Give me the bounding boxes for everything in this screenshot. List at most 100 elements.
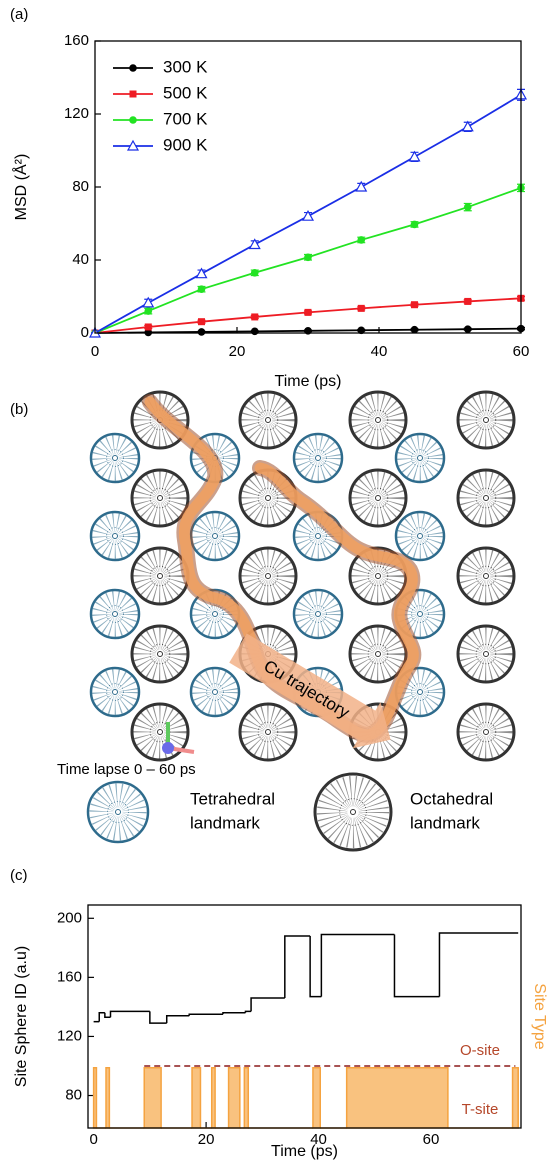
landmark-ring — [411, 683, 429, 701]
landmark-core — [112, 533, 118, 539]
x-axis-label: Time (ps) — [275, 373, 342, 390]
marker — [198, 318, 205, 326]
marker — [304, 308, 312, 316]
marker — [142, 296, 155, 308]
landmark-outline — [456, 624, 516, 684]
landmark-core — [417, 455, 423, 461]
landmark-rays — [295, 591, 341, 637]
landmark-core — [375, 651, 381, 657]
landmark-ring — [257, 409, 279, 431]
landmark-rays — [92, 669, 138, 715]
x-tick-label: 0 — [89, 1131, 97, 1148]
landmark-ring — [309, 605, 327, 623]
landmark-core — [375, 573, 381, 579]
site-type-step — [511, 1066, 519, 1129]
landmark-ring — [475, 487, 497, 509]
landmark-ring — [367, 487, 389, 509]
legend-label: 500 K — [163, 83, 208, 102]
site-type-step — [210, 1066, 216, 1129]
axis-origin — [162, 742, 174, 754]
landmark-outline — [313, 772, 393, 852]
marker — [195, 267, 208, 279]
landmark-ring — [411, 449, 429, 467]
landmark-core — [375, 417, 381, 423]
x-tick-label: 20 — [229, 343, 246, 360]
landmark-rays — [92, 513, 138, 559]
landmark-outline — [456, 390, 516, 450]
site-id-step — [222, 1012, 246, 1015]
site-id-step — [438, 932, 519, 997]
landmark-rays — [133, 471, 187, 525]
landmark-ring — [107, 801, 129, 823]
panel-label: (c) — [10, 867, 28, 884]
landmark-core — [112, 689, 118, 695]
site-id-step — [284, 935, 311, 999]
landmark-outline — [348, 468, 408, 528]
panel-label: (b) — [10, 401, 28, 418]
annotation: T-site — [462, 1101, 499, 1118]
plot-frame — [94, 40, 522, 334]
marker — [357, 304, 365, 312]
landmark-outline — [130, 624, 190, 684]
landmark-core — [315, 533, 321, 539]
marker — [129, 116, 137, 124]
marker — [304, 253, 312, 262]
landmark-core — [375, 495, 381, 501]
marker — [126, 139, 140, 151]
site-type-step — [227, 1066, 241, 1129]
marker — [463, 203, 472, 211]
landmark-ring — [475, 409, 497, 431]
x-tick-label: 60 — [513, 343, 530, 360]
landmark-core — [212, 533, 218, 539]
landmark-outline — [238, 702, 298, 762]
marker — [144, 323, 152, 331]
landmark-core — [483, 651, 489, 657]
landmark-core — [483, 573, 489, 579]
plot-frame — [87, 904, 522, 1129]
arrow-body — [229, 633, 391, 749]
landmark-core — [483, 729, 489, 735]
landmark-rays — [397, 435, 443, 481]
landmark-core — [483, 495, 489, 501]
landmark-core — [115, 809, 121, 815]
site-type-step — [312, 1066, 321, 1129]
y-tick-label: 200 — [57, 909, 82, 926]
landmark-ring — [411, 527, 429, 545]
site-id-step — [98, 1012, 105, 1022]
landmark-rays — [459, 471, 513, 525]
landmark-rays — [192, 513, 238, 559]
landmark-outline — [348, 390, 408, 450]
landmark-ring — [149, 643, 171, 665]
y-tick-label: 160 — [64, 32, 89, 49]
landmark-ring — [367, 565, 389, 587]
legend-label: 700 K — [163, 109, 208, 128]
landmark-rays — [92, 435, 138, 481]
landmark-outline — [89, 432, 141, 484]
marker — [197, 328, 206, 336]
site-type-step — [243, 1066, 250, 1129]
marker — [197, 285, 206, 294]
site-id-step — [393, 934, 440, 998]
landmark-ring — [309, 527, 327, 545]
landmark-outline — [394, 510, 446, 562]
y-tick-label: 40 — [72, 251, 89, 268]
landmark-ring — [475, 721, 497, 743]
landmark-ring — [367, 409, 389, 431]
marker — [410, 325, 419, 334]
legend-label: landmark — [410, 813, 480, 832]
landmark-ring — [411, 605, 429, 623]
landmark-core — [265, 495, 271, 501]
landmark-outline — [89, 666, 141, 718]
landmark-outline — [292, 588, 344, 640]
landmark-core — [315, 455, 321, 461]
landmark-core — [112, 611, 118, 617]
landmark-core — [315, 611, 321, 617]
landmark-ring — [149, 565, 171, 587]
y-tick-label: 120 — [64, 105, 89, 122]
landmark-rays — [133, 549, 187, 603]
landmark-ring — [339, 798, 367, 826]
landmark-ring — [106, 605, 124, 623]
landmark-rays — [459, 705, 513, 759]
marker — [129, 64, 137, 72]
